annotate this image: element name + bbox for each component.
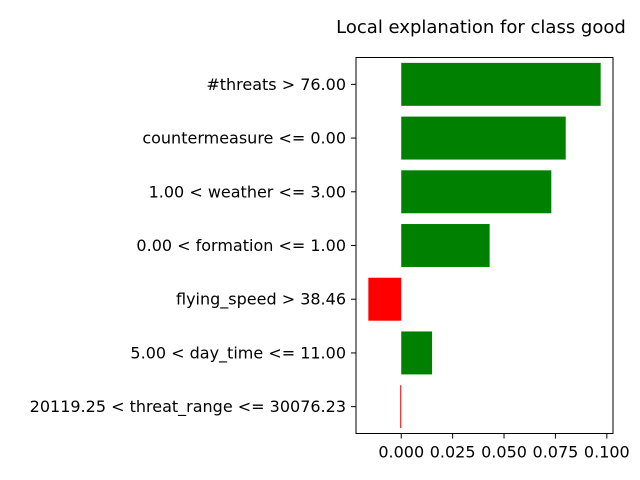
chart-title: Local explanation for class good xyxy=(336,17,626,38)
bar-2 xyxy=(401,170,552,214)
bar-6 xyxy=(400,385,402,429)
y-tick-label: 20119.25 < threat_range <= 30076.23 xyxy=(30,397,346,417)
bar-3 xyxy=(401,224,490,267)
bars-group xyxy=(368,62,601,429)
y-tick-label: #threats > 76.00 xyxy=(206,75,346,94)
x-tick-label: 0.025 xyxy=(430,443,476,462)
y-tick-label: flying_speed > 38.46 xyxy=(176,290,346,310)
y-axis-ticks: #threats > 76.00 countermeasure <= 0.00 1.… xyxy=(30,75,356,417)
bar-1 xyxy=(401,116,566,160)
plot-frame xyxy=(355,57,614,434)
y-tick-label: 0.00 < formation <= 1.00 xyxy=(136,236,346,255)
x-tick-label: 0.100 xyxy=(584,443,630,462)
x-tick-label: 0.000 xyxy=(378,443,424,462)
bar-0 xyxy=(401,62,601,106)
y-tick-label: 5.00 < day_time <= 11.00 xyxy=(130,343,346,363)
x-tick-label: 0.075 xyxy=(533,443,579,462)
x-tick-label: 0.050 xyxy=(481,443,527,462)
bar-5 xyxy=(401,331,433,375)
y-tick-label: countermeasure <= 0.00 xyxy=(142,129,346,148)
bar-4 xyxy=(368,277,402,321)
x-axis-ticks: 0.000 0.025 0.050 0.075 0.100 xyxy=(378,433,630,462)
y-tick-label: 1.00 < weather <= 3.00 xyxy=(149,182,346,201)
